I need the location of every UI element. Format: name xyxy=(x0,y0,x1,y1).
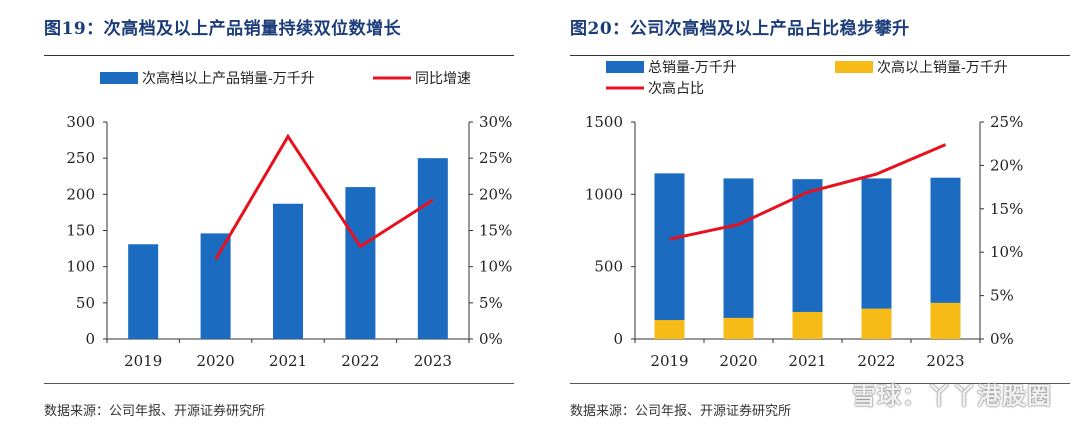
legend-label: 总销量-万千升 xyxy=(648,60,737,76)
chart-panel-right: 图20：公司次高档及以上产品占比稳步攀升 0 500 1000 1500 0% 5% 10%… xyxy=(540,0,1080,427)
chart-left: 0 50 100 150 200 250 300 0% 5% 10% 15% 20% 25% 30% 201… xyxy=(66,70,512,370)
x-tick-label: 2019 xyxy=(124,352,162,370)
x-tick-label: 2021 xyxy=(788,352,826,370)
y-tick-label-right: 25% xyxy=(479,149,512,167)
y-tick-label-right: 5% xyxy=(990,287,1014,305)
y-tick-label-left: 50 xyxy=(76,294,95,312)
y-tick-label-left: 100 xyxy=(66,258,95,276)
y-tick-label-right: 20% xyxy=(479,185,512,203)
legend-label: 次高以上销量-万千升 xyxy=(877,59,1008,76)
bar xyxy=(861,308,892,339)
bar xyxy=(128,244,159,339)
y-tick-label-left: 300 xyxy=(66,113,95,131)
y-tick-label-right: 15% xyxy=(479,222,512,240)
y-tick-label-right: 0% xyxy=(479,330,503,348)
chart-panel-left: 图19：次高档及以上产品销量持续双位数增长 0 50 100 150 200 250 300… xyxy=(44,19,514,419)
bar xyxy=(930,302,961,339)
y-tick-label-left: 1000 xyxy=(585,185,623,203)
y-tick-label-right: 0% xyxy=(990,330,1014,348)
x-tick-label: 2020 xyxy=(197,352,235,370)
x-tick-label: 2022 xyxy=(341,352,379,370)
y-tick-label-right: 20% xyxy=(990,156,1023,174)
watermark: 雪球：丫丫港股圈 xyxy=(852,382,1052,410)
legend-swatch xyxy=(100,72,138,84)
x-tick-label: 2020 xyxy=(719,352,757,370)
legend-swatch xyxy=(606,61,644,73)
figure-title: 图19：次高档及以上产品销量持续双位数增长 xyxy=(44,19,402,39)
source-note: 数据来源：公司年报、开源证券研究所 xyxy=(570,404,792,419)
x-tick-label: 2021 xyxy=(269,352,307,370)
legend-label: 次高占比 xyxy=(648,80,704,97)
bottom-rule xyxy=(44,383,514,384)
y-tick-label-right: 5% xyxy=(479,294,503,312)
y-tick-label-right: 25% xyxy=(990,113,1023,131)
series-line xyxy=(214,133,434,261)
bar xyxy=(654,320,685,339)
x-tick-label: 2023 xyxy=(926,352,964,370)
bar xyxy=(654,173,685,339)
bar xyxy=(273,203,303,339)
bar xyxy=(417,158,448,339)
bar xyxy=(345,187,376,339)
y-tick-label-left: 1500 xyxy=(585,113,623,131)
y-tick-label-left: 250 xyxy=(66,149,95,167)
y-tick-label-left: 0 xyxy=(85,330,95,348)
top-rule xyxy=(570,55,1070,56)
legend-label: 次高档以上产品销量-万千升 xyxy=(142,70,315,87)
bottom-rule xyxy=(570,383,1070,384)
top-rule xyxy=(44,55,514,56)
bar xyxy=(723,178,754,339)
x-tick-label: 2022 xyxy=(857,352,895,370)
y-tick-label-left: 500 xyxy=(594,258,623,276)
y-tick-label-left: 150 xyxy=(66,222,95,240)
y-tick-label-right: 30% xyxy=(479,113,512,131)
series-line xyxy=(669,143,947,241)
bar xyxy=(200,233,231,339)
x-tick-label: 2023 xyxy=(414,352,452,370)
y-tick-label-left: 0 xyxy=(613,330,623,348)
chart-right: 0 500 1000 1500 0% 5% 10% 15% 20% 25% 2019 2020 2021… xyxy=(585,59,1024,370)
legend-swatch xyxy=(835,61,873,73)
y-tick-label-right: 10% xyxy=(479,258,512,276)
x-tick-label: 2019 xyxy=(650,352,688,370)
bar xyxy=(723,317,754,339)
y-tick-label-right: 10% xyxy=(990,243,1023,261)
source-note: 数据来源：公司年报、开源证券研究所 xyxy=(44,404,266,419)
y-tick-label-right: 15% xyxy=(990,200,1023,218)
figure-title: 图20：公司次高档及以上产品占比稳步攀升 xyxy=(570,19,910,39)
y-tick-label-left: 200 xyxy=(66,185,95,203)
bar xyxy=(792,311,823,339)
legend-label: 同比增速 xyxy=(415,71,471,87)
